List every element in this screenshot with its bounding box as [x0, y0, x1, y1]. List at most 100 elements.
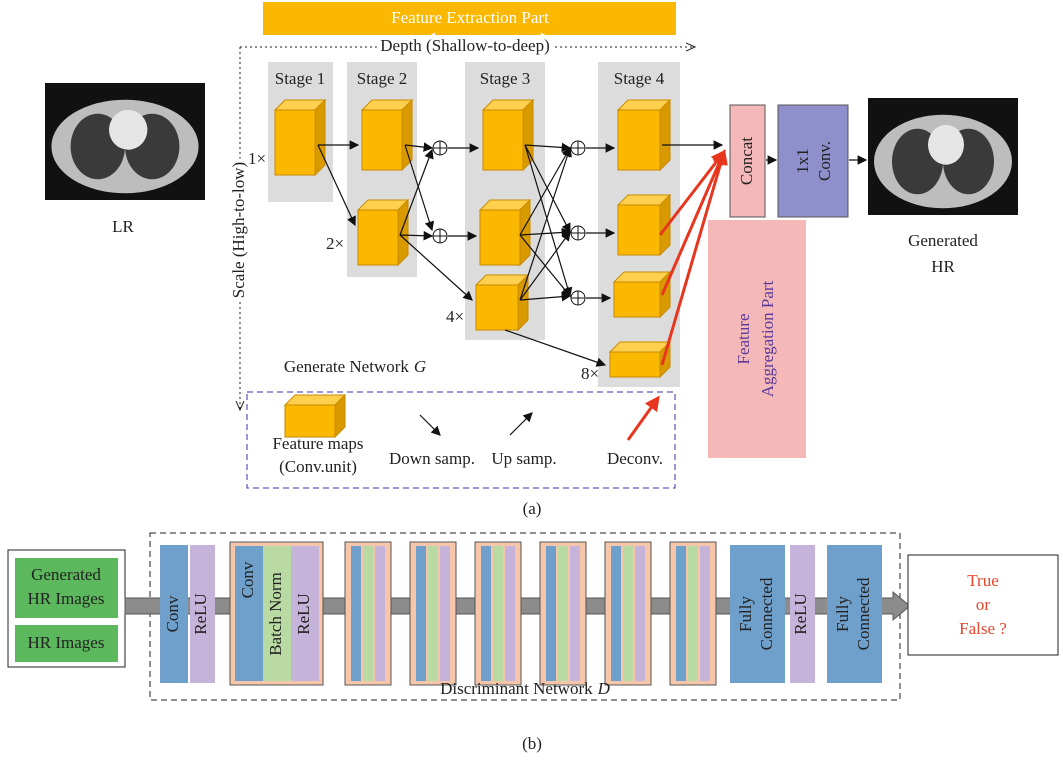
aggregation-label: Feature: [734, 314, 753, 365]
block-layer: [676, 546, 686, 681]
deconv-arrow: [628, 398, 658, 440]
cube-side: [315, 100, 325, 175]
block-layer: [688, 546, 698, 681]
sum-node: [571, 141, 585, 155]
legend-label: (Conv.unit): [279, 457, 357, 476]
layer-label: Conv: [238, 561, 257, 598]
cube-side: [402, 100, 412, 170]
cube-side: [398, 200, 408, 265]
scale-label: Scale (High-to-low): [229, 162, 248, 298]
block-layer: [428, 546, 438, 681]
conv1x1-box: [778, 105, 848, 217]
concat-label: Concat: [737, 137, 756, 185]
stage-label: Stage 4: [614, 69, 665, 88]
sum-node: [571, 226, 585, 240]
ct-image: [868, 98, 1018, 215]
block-layer: [700, 546, 710, 681]
feature-map-cube: [480, 200, 530, 265]
banner-text: Feature Extraction Part: [391, 8, 549, 27]
cube-front: [483, 110, 523, 170]
cube-front: [362, 110, 402, 170]
scale-factor: 1×: [248, 149, 266, 168]
output-label: HR: [931, 257, 955, 276]
cube-side: [523, 100, 533, 170]
block-layer: [363, 546, 373, 681]
output-label: False ?: [959, 619, 1007, 638]
stage-label: Stage 1: [275, 69, 326, 88]
heart: [109, 110, 147, 150]
stage-label: Stage 2: [357, 69, 408, 88]
scale-factor: 8×: [581, 364, 599, 383]
caption: (b): [522, 734, 542, 753]
block-layer: [505, 546, 515, 681]
cube-front: [618, 205, 660, 255]
legend-label: Up samp.: [491, 449, 556, 468]
arrow: [420, 415, 440, 435]
layer-label: ReLU: [294, 593, 313, 635]
cube-front: [618, 110, 660, 170]
layer-label: ReLU: [191, 593, 210, 635]
feature-map-cube: [483, 100, 533, 170]
conv1x1-label: 1x1: [793, 148, 812, 174]
cube-front: [476, 285, 518, 330]
arrow: [510, 413, 532, 435]
cube-front: [610, 352, 660, 377]
block-layer: [375, 546, 385, 681]
legend-label: Down samp.: [389, 449, 475, 468]
block-layer: [416, 546, 426, 681]
output-label: True: [967, 571, 999, 590]
arrow: [505, 330, 605, 365]
scale-factor: 4×: [446, 307, 464, 326]
sum-node: [433, 229, 447, 243]
output-label: Generated: [908, 231, 978, 250]
legend-label: Deconv.: [607, 449, 663, 468]
input-label: LR: [112, 217, 134, 236]
stage-label: Stage 3: [480, 69, 531, 88]
cube-front: [275, 110, 315, 175]
conv1x1-label: Conv.: [815, 141, 834, 181]
ct-image: [45, 83, 205, 200]
block-layer: [440, 546, 450, 681]
layer-label: Fully: [736, 596, 755, 632]
sum-node: [571, 291, 585, 305]
cube-front: [358, 210, 398, 265]
input-label: Generated: [31, 565, 101, 584]
network-label-text: Discriminant Network: [440, 679, 593, 698]
block-layer: [351, 546, 361, 681]
output-label: or: [976, 595, 991, 614]
cube-side: [660, 100, 670, 170]
block-layer: [611, 546, 621, 681]
layer-label: Fully: [833, 596, 852, 632]
network-label-text: Generate Network: [284, 357, 410, 376]
feature-map-cube: [618, 195, 670, 255]
heart: [928, 125, 964, 165]
caption: (a): [523, 499, 542, 518]
feature-map-cube: [362, 100, 412, 170]
layer-label: Connected: [854, 577, 873, 650]
cube-front: [285, 405, 335, 437]
block-layer: [546, 546, 556, 681]
cube-front: [614, 282, 660, 317]
layer-label: Connected: [757, 577, 776, 650]
cube-side: [518, 275, 528, 330]
cube-front: [480, 210, 520, 265]
diagram: Feature Extraction Part Depth (Shallow-t…: [0, 0, 1063, 763]
block-layer: [481, 546, 491, 681]
sum-node: [433, 141, 447, 155]
block-layer: [570, 546, 580, 681]
feature-map-cube: [275, 100, 325, 175]
layer-label: Batch Norm: [266, 572, 285, 656]
aggregation-label: Aggregation Part: [758, 280, 777, 397]
feature-map-cube: [610, 342, 670, 377]
layer-label: ReLU: [791, 593, 810, 635]
block-layer: [558, 546, 568, 681]
block-layer: [635, 546, 645, 681]
network-label-symbol: D: [597, 679, 611, 698]
depth-label: Depth (Shallow-to-deep): [380, 36, 549, 55]
network-label: Discriminant NetworkD: [440, 679, 611, 698]
network-label-symbol: G: [414, 357, 426, 376]
input-label: HR Images: [28, 633, 105, 652]
feature-map-cube: [618, 100, 670, 170]
block-layer: [493, 546, 503, 681]
